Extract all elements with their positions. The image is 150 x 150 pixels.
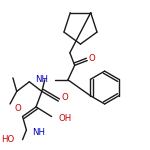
Text: O: O [62, 93, 68, 102]
Text: HO: HO [2, 135, 15, 144]
Text: O: O [14, 104, 21, 113]
Text: NH: NH [32, 128, 45, 137]
Text: OH: OH [58, 114, 72, 123]
Text: O: O [89, 54, 95, 63]
Text: NH: NH [36, 75, 49, 84]
